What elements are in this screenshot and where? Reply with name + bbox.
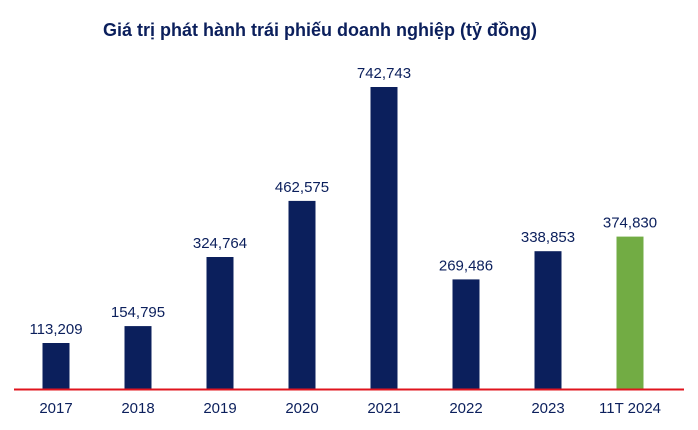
x-tick-label-2022: 2022 xyxy=(449,400,482,417)
bar-2017 xyxy=(42,343,70,389)
chart-title: Giá trị phát hành trái phiếu doanh nghiệ… xyxy=(103,20,537,40)
x-tick-label-2018: 2018 xyxy=(121,400,154,417)
data-label-2020: 462,575 xyxy=(275,179,329,196)
data-label-2017: 113,209 xyxy=(29,321,82,338)
data-label-2021: 742,743 xyxy=(357,65,411,82)
bar-2022 xyxy=(452,279,480,389)
x-tick-label-11t-2024: 11T 2024 xyxy=(599,400,661,417)
bar-2020 xyxy=(288,200,316,389)
x-tick-label-2023: 2023 xyxy=(531,400,564,417)
bar-2019 xyxy=(206,257,234,389)
bar-2023 xyxy=(534,251,562,389)
data-label-2019: 324,764 xyxy=(193,235,247,252)
bar-2021 xyxy=(370,87,398,389)
data-label-2022: 269,486 xyxy=(439,257,493,274)
data-label-2023: 338,853 xyxy=(521,229,575,246)
bar-2018 xyxy=(124,326,152,389)
x-tick-label-2021: 2021 xyxy=(367,400,400,417)
data-label-2018: 154,795 xyxy=(111,304,165,321)
bar-11t-2024 xyxy=(616,236,644,389)
x-tick-label-2020: 2020 xyxy=(285,400,318,417)
x-tick-label-2017: 2017 xyxy=(39,400,72,417)
data-label-11t-2024: 374,830 xyxy=(603,215,657,232)
x-tick-label-2019: 2019 xyxy=(203,400,236,417)
